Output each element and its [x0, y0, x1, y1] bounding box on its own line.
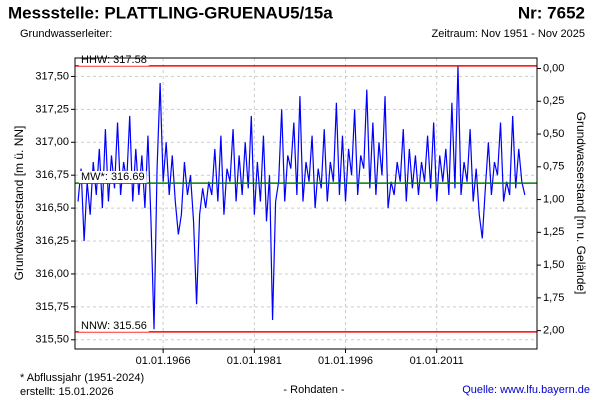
x-tick-label: 01.01.1996: [318, 355, 373, 367]
y-tick-label: 315,50: [35, 334, 69, 346]
station-number: Nr: 7652: [518, 3, 585, 22]
footnote: * Abflussjahr (1951-2024): [20, 372, 144, 384]
source: Quelle: www.lfu.bayern.de: [462, 384, 590, 396]
reference-label-bg: [79, 170, 147, 183]
reference-label-bg: [79, 53, 149, 66]
reference-label: NNW: 315.56: [81, 320, 147, 332]
data-note: - Rohdaten -: [283, 384, 344, 396]
plot-frame: [74, 57, 538, 350]
y-tick-label: 316,25: [35, 235, 69, 247]
y2-tick-label: 1,50: [543, 259, 564, 271]
reference-label: MW*: 316.69: [81, 171, 145, 183]
y2-tick-label: 0,25: [543, 95, 564, 107]
y2-tick-label: 0,00: [543, 62, 564, 74]
y2-tick-label: 0,50: [543, 128, 564, 140]
x-tick-label: 01.01.1966: [136, 355, 191, 367]
x-tick-label: 01.01.1981: [227, 355, 282, 367]
y2-axis-label: Grundwasserstand [m u. Gelände]: [574, 112, 588, 295]
reference-label-bg: [79, 319, 149, 332]
y2-tick-label: 0,75: [543, 161, 564, 173]
y-tick-label: 317,00: [35, 136, 69, 148]
y-tick-label: 316,00: [35, 268, 69, 280]
y2-tick-label: 2,00: [543, 325, 564, 337]
y-tick-label: 317,25: [35, 103, 69, 115]
created-date: erstellt: 15.01.2026: [20, 386, 114, 398]
y-axis-label: Grundwasserstand [m ü. NN]: [12, 126, 26, 281]
y-tick-label: 316,50: [35, 202, 69, 214]
subtitle: Grundwasserleiter:: [20, 28, 112, 40]
reference-label: HHW: 317.58: [81, 54, 147, 66]
y2-tick-label: 1,25: [543, 226, 564, 238]
chart-title: Messstelle: PLATTLING-GRUENAU5/15a: [8, 3, 333, 22]
y-tick-label: 316,75: [35, 169, 69, 181]
period: Zeitraum: Nov 1951 - Nov 2025: [432, 28, 585, 40]
y-tick-label: 317,50: [35, 70, 69, 82]
x-tick-label: 01.01.2011: [410, 355, 464, 367]
y2-tick-label: 1,00: [543, 193, 564, 205]
data-line: [77, 65, 526, 330]
y2-tick-label: 1,75: [543, 292, 564, 304]
y-tick-label: 315,75: [35, 301, 69, 313]
